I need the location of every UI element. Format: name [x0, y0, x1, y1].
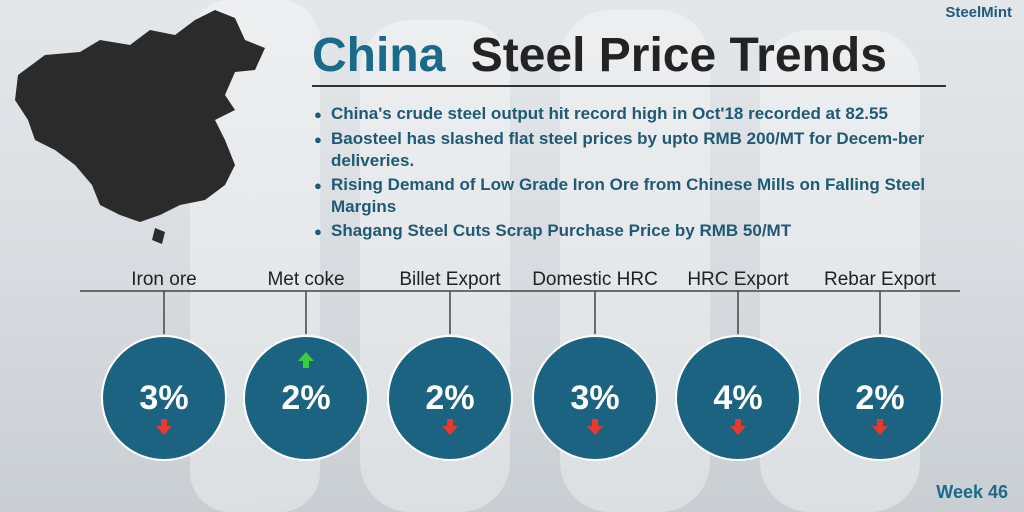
item-value: 2% — [425, 379, 474, 417]
footer: Week 46 — [936, 482, 1008, 502]
item-label: HRC Export — [687, 269, 789, 290]
value-circle — [243, 335, 369, 461]
bullet: Rising Demand of Low Grade Iron Ore from… — [314, 174, 954, 217]
value-circle — [675, 335, 801, 461]
item-value: 3% — [570, 379, 619, 417]
items: Iron ore 3% Met coke 2% Billet Export 2% Domes… — [101, 269, 943, 461]
item-value: 4% — [713, 379, 762, 417]
item-label: Billet Export — [399, 269, 501, 290]
arrow-down — [587, 419, 603, 435]
value-circle — [532, 335, 658, 461]
item-label: Met coke — [267, 269, 344, 290]
item-value: 2% — [281, 379, 330, 417]
item-value: 2% — [855, 379, 904, 417]
item-value: 3% — [139, 379, 188, 417]
bullet: China's crude steel output hit record hi… — [314, 103, 954, 125]
arrow-down — [872, 419, 888, 435]
china-map — [15, 10, 265, 244]
value-circle — [817, 335, 943, 461]
bullet-list: China's crude steel output hit record hi… — [314, 103, 954, 245]
arrow-down — [156, 419, 172, 435]
value-circle — [387, 335, 513, 461]
value-circle — [101, 335, 227, 461]
bullet: Baosteel has slashed flat steel prices b… — [314, 128, 954, 171]
arrow-down — [730, 419, 746, 435]
item-label: Domestic HRC — [532, 269, 658, 290]
logo: SteelMint — [945, 4, 1012, 21]
bullet: Shagang Steel Cuts Scrap Purchase Price … — [314, 220, 954, 242]
title: China Steel Price Trends — [312, 29, 887, 82]
title-highlight: China — [312, 29, 446, 82]
arrow-down — [442, 419, 458, 435]
arrow-up — [298, 352, 314, 368]
item-label: Rebar Export — [824, 269, 937, 290]
title-rest: Steel Price Trends — [471, 29, 887, 82]
item-label: Iron ore — [131, 269, 196, 290]
